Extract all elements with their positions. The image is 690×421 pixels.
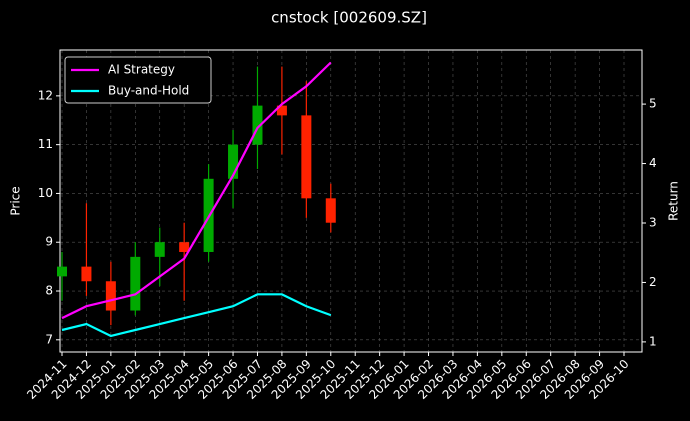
y-tick-label: 11 [38,137,53,151]
y-tick-label: 9 [45,235,53,249]
candle-body [81,266,92,282]
candle-body [276,105,287,116]
candle-body [252,105,263,145]
legend-box [64,56,212,104]
y-tick-label: 10 [38,186,53,200]
y2-tick-label: 1 [649,334,657,348]
candle-body [228,144,239,179]
return-line [61,293,332,338]
candle-body [301,115,312,199]
chart-title: cnstock [002609.SZ] [271,9,427,27]
legend-label: Buy-and-Hold [108,84,189,98]
candle-body [154,242,165,257]
candle-body [105,281,116,311]
candle-body [179,242,190,252]
plot-frame [59,49,643,353]
y-tick-label: 7 [45,332,53,346]
y2-tick-label: 3 [649,215,657,229]
y-tick-label: 12 [38,88,53,102]
y2-axis-label: Return [667,181,681,221]
legend: AI Strategy Buy-and-Hold [64,56,212,104]
candle-body [57,266,67,277]
y2-tick-label: 5 [649,97,657,111]
return-line [61,61,332,320]
y-axis-label: Price [9,186,23,215]
y-tick-label: 8 [45,284,53,298]
candle-body [130,256,141,311]
y2-tick-label: 2 [649,275,657,289]
y2-tick-label: 4 [649,156,657,170]
candle-body [325,198,336,223]
legend-label: AI Strategy [108,63,175,77]
